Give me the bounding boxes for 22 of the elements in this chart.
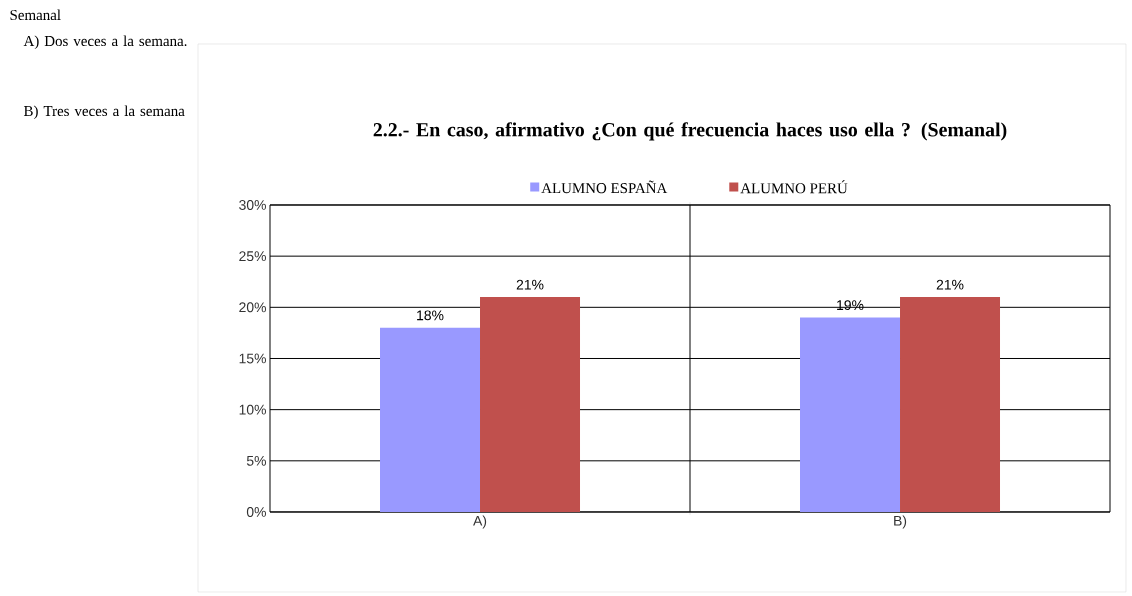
data-label: 18% <box>417 310 444 321</box>
bar <box>480 297 581 512</box>
y-tick-label: 10% <box>239 404 266 415</box>
y-tick-label: 30% <box>239 200 266 210</box>
x-tick-label: B) <box>894 515 907 529</box>
chart-title: 2.2.- En caso, afirmativo ¿Con qué frecuencia haces uso ella ? (Semanal) <box>373 122 1007 141</box>
text: Semanal <box>10 9 61 21</box>
x-tick-label: A) <box>473 515 487 529</box>
data-label: 21% <box>516 279 544 290</box>
y-tick-label: 5% <box>246 455 266 466</box>
text: A) Dos veces a la semana. <box>23 35 187 50</box>
y-tick-label: 20% <box>239 302 266 313</box>
bar <box>800 317 901 512</box>
bar <box>380 327 481 512</box>
text: B) Tres veces a la semana <box>23 105 185 120</box>
bar <box>900 297 1001 512</box>
legend-label: ALUMNO PERÚ <box>740 180 848 194</box>
legend-label: ALUMNO ESPAÑA <box>541 180 668 194</box>
y-tick-label: 0% <box>246 507 266 517</box>
data-label: 21% <box>936 279 964 290</box>
y-tick-label: 15% <box>239 353 266 364</box>
y-tick-label: 25% <box>239 251 266 262</box>
